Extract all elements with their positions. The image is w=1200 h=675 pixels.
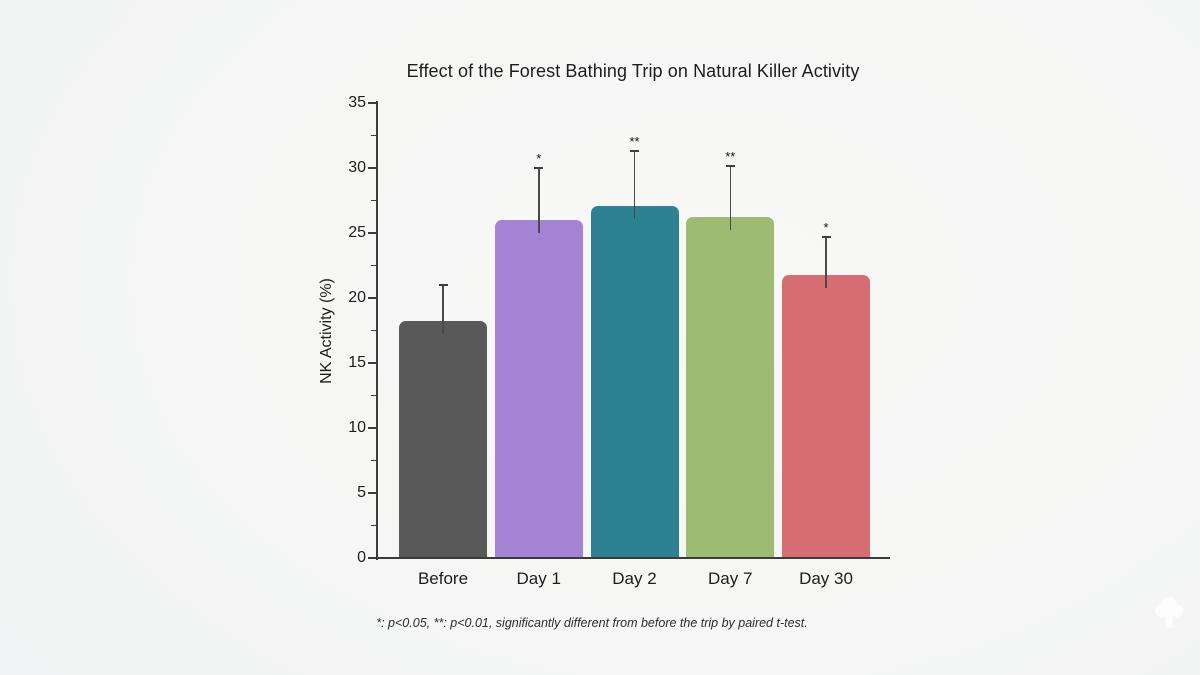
tree-icon (1155, 597, 1183, 628)
bar-day-1 (494, 220, 583, 557)
x-tick-label: Day 7 (708, 569, 753, 588)
error-bar (825, 236, 827, 288)
error-bar-cap (630, 149, 639, 152)
y-tick-label: 20 (348, 289, 366, 306)
y-minor-tick (371, 134, 376, 136)
y-tick-label: 30 (348, 159, 366, 176)
error-bar (538, 167, 540, 233)
bar-day-30 (782, 274, 870, 557)
x-tick-label: Day 2 (612, 569, 657, 588)
y-tick-label: 0 (357, 549, 366, 566)
y-major-tick (368, 362, 376, 364)
y-minor-tick (371, 264, 376, 266)
error-bar (729, 166, 731, 231)
y-tick-label: 35 (348, 94, 366, 111)
bar-before (399, 321, 487, 557)
y-minor-tick (371, 329, 376, 331)
x-tick-label: Before (417, 569, 469, 588)
x-axis (376, 557, 890, 559)
bar-day-7 (686, 217, 775, 557)
bar-day-2 (590, 205, 679, 557)
y-minor-tick (371, 459, 376, 461)
y-major-tick (368, 167, 376, 169)
significance-marker: * (823, 219, 829, 235)
y-minor-tick (371, 394, 376, 396)
y-axis (376, 101, 378, 560)
y-tick-label: 10 (348, 419, 366, 436)
chart-footnote: *: p<0.05, **: p<0.01, significantly dif… (376, 616, 808, 630)
y-major-tick (368, 492, 376, 494)
x-tick-label: Day 1 (516, 569, 561, 588)
y-tick-label: 25 (348, 224, 366, 241)
significance-marker: ** (725, 149, 736, 165)
y-axis-label: NK Activity (%) (318, 278, 335, 384)
y-tick-label: 15 (348, 354, 366, 371)
significance-marker: ** (629, 133, 640, 149)
x-tick-label: Day 30 (799, 569, 853, 588)
error-bar-cap (534, 166, 544, 169)
y-minor-tick (371, 199, 376, 201)
error-bar (633, 150, 636, 219)
error-bar-cap (821, 235, 831, 238)
y-major-tick (368, 557, 376, 559)
error-bar-cap (725, 165, 735, 168)
y-major-tick (368, 427, 376, 429)
y-major-tick (368, 232, 376, 234)
y-tick-label: 5 (357, 484, 366, 501)
y-major-tick (368, 102, 376, 104)
error-bar-cap (438, 283, 448, 286)
y-major-tick (368, 297, 376, 299)
y-minor-tick (371, 524, 376, 526)
chart-title: Effect of the Forest Bathing Trip on Nat… (406, 61, 860, 81)
error-bar (442, 284, 444, 335)
significance-marker: * (536, 150, 542, 166)
